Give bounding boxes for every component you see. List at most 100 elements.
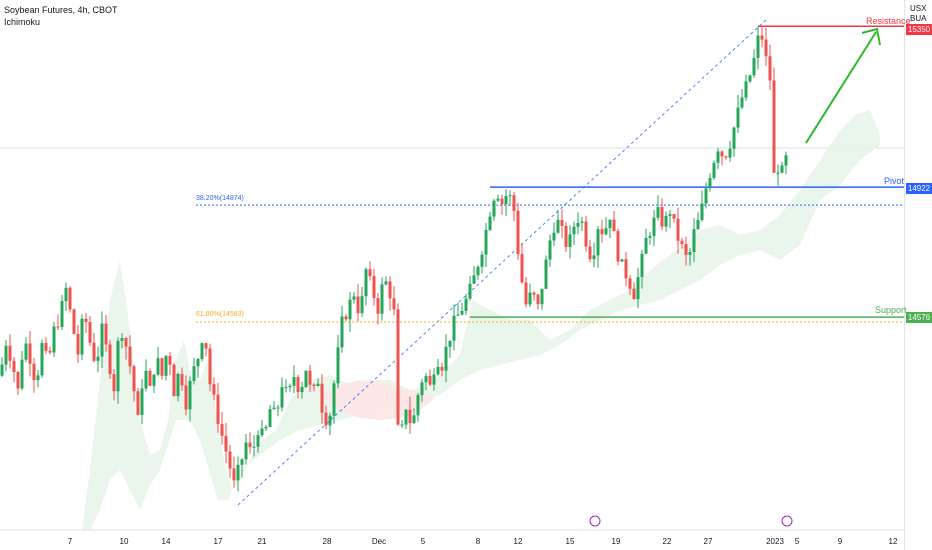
candle-body	[492, 200, 496, 217]
candle-body	[192, 366, 196, 381]
candle-body	[336, 347, 340, 384]
time-tick-label: 28	[323, 537, 332, 546]
candle-body	[648, 235, 652, 238]
time-tick-label: 19	[612, 537, 621, 546]
candle-body	[508, 195, 512, 197]
candle-body	[504, 195, 508, 205]
candle-body	[688, 252, 692, 255]
candle-body	[8, 345, 12, 361]
candle-body	[572, 226, 576, 235]
candle-body	[400, 424, 404, 426]
time-tick-label: 21	[258, 537, 267, 546]
candle-body	[152, 374, 156, 386]
price-axis[interactable]	[904, 0, 932, 550]
candle-body	[488, 216, 492, 230]
candle-body	[224, 435, 228, 452]
candle-body	[428, 375, 432, 385]
candle-body	[284, 387, 288, 389]
candle-body	[616, 231, 620, 262]
candle-body	[496, 198, 500, 201]
pivot-price-tag: 14922	[906, 183, 932, 194]
symbol-title[interactable]: Soybean Futures, 4h, CBOT	[4, 5, 118, 15]
candle-body	[268, 409, 272, 427]
indicator-name[interactable]: Ichimoku	[4, 17, 41, 27]
candle-body	[592, 255, 596, 260]
candle-body	[120, 338, 124, 341]
candle-body	[56, 326, 60, 328]
candle-body	[184, 385, 188, 410]
candle-body	[724, 156, 728, 158]
time-tick-label: 10	[120, 537, 129, 546]
candle-body	[244, 442, 248, 460]
candle-body	[380, 284, 384, 314]
candle-body	[72, 309, 76, 334]
candle-body	[784, 155, 788, 166]
candle-body	[596, 229, 600, 256]
time-tick-label: Dec	[372, 537, 386, 546]
time-tick-label: 2023	[766, 537, 784, 546]
candle-body	[748, 75, 752, 82]
candle-body	[36, 375, 40, 381]
event-icons	[589, 515, 793, 527]
candle-body	[404, 409, 408, 425]
unit-line-1: USX	[910, 4, 927, 13]
candle-body	[440, 366, 444, 371]
time-tick-label: 8	[476, 537, 481, 546]
candle-body	[728, 148, 732, 158]
candle-body	[240, 459, 244, 465]
candle-body	[484, 229, 488, 255]
candle-body	[340, 316, 344, 348]
candle-body	[396, 309, 400, 425]
support-label: Support	[875, 305, 907, 315]
candle-body	[528, 292, 532, 305]
candle-body	[300, 386, 304, 392]
candle-body	[580, 221, 584, 223]
candle-body	[12, 360, 16, 373]
candle-body	[260, 428, 264, 436]
candle-body	[60, 301, 64, 327]
fib-382-label: 38.20%(14874)	[196, 195, 244, 202]
candle-body	[604, 228, 608, 235]
candle-body	[348, 299, 352, 320]
candle-body	[692, 229, 696, 253]
candle-body	[744, 81, 748, 98]
candle-body	[248, 442, 252, 448]
candle-body	[608, 219, 612, 229]
candle-body	[500, 198, 504, 205]
support-price-tag: 14576	[906, 312, 932, 323]
candle-body	[52, 326, 56, 353]
candle-body	[460, 310, 464, 315]
pivot-label: Pivot	[884, 176, 905, 186]
candle-body	[448, 340, 452, 347]
candle-body	[144, 370, 148, 389]
time-axis: 7 10 14 17 21 28 Dec 5 8 12 15 19 22 27 2023 5 9 12	[0, 529, 904, 546]
candle-body	[164, 355, 168, 376]
time-tick-label: 5	[421, 537, 426, 546]
ichimoku-cloud-bull	[82, 110, 880, 530]
candle-body	[292, 376, 296, 386]
candle-body	[420, 382, 424, 396]
ichimoku-cloud	[82, 110, 880, 530]
candle-body	[372, 276, 376, 299]
candle-body	[732, 127, 736, 149]
candle-body	[600, 229, 604, 235]
candle-body	[708, 178, 712, 189]
candle-body	[128, 346, 132, 367]
candle-body	[560, 219, 564, 226]
earnings-event-icon	[781, 515, 793, 527]
candle-body	[136, 391, 140, 415]
candle-body	[132, 366, 136, 392]
candle-body	[304, 370, 308, 387]
time-tick-label: 12	[514, 537, 523, 546]
candle-body	[704, 188, 708, 204]
resistance-price-tag: 15350	[906, 24, 932, 35]
candle-body	[680, 240, 684, 245]
candle-body	[264, 426, 268, 429]
candle-body	[352, 296, 356, 300]
candle-body	[84, 318, 88, 322]
candle-body	[640, 253, 644, 278]
candle-body	[160, 358, 164, 376]
time-tick-label: 9	[838, 537, 843, 546]
candle-body	[412, 415, 416, 424]
